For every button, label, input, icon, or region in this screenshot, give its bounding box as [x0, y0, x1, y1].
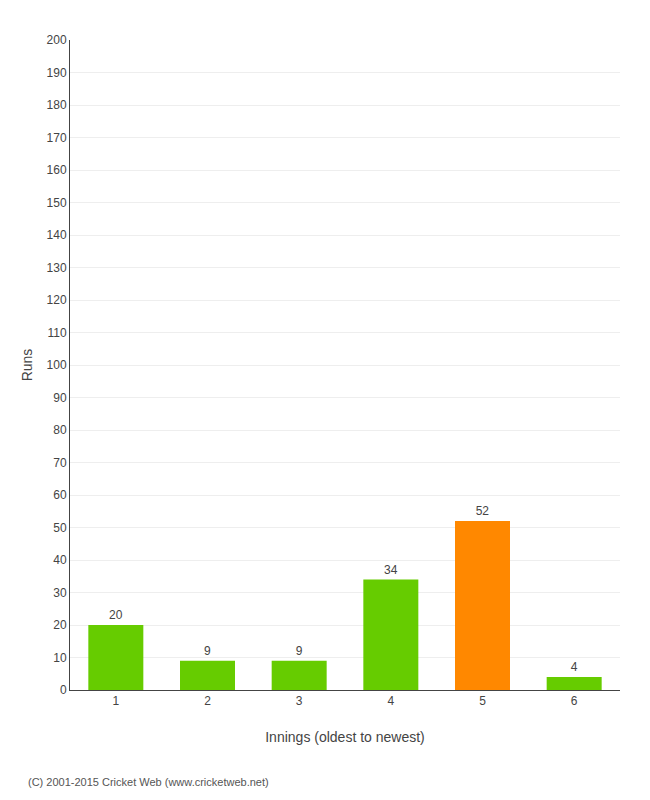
svg-text:Innings (oldest to newest): Innings (oldest to newest)	[265, 729, 425, 745]
svg-text:1: 1	[112, 694, 119, 708]
svg-text:70: 70	[53, 456, 67, 470]
svg-text:60: 60	[53, 488, 67, 502]
svg-text:20: 20	[53, 618, 67, 632]
svg-text:120: 120	[47, 293, 67, 307]
svg-text:80: 80	[53, 423, 67, 437]
svg-text:(C) 2001-2015 Cricket Web (www: (C) 2001-2015 Cricket Web (www.cricketwe…	[28, 776, 269, 788]
svg-text:170: 170	[47, 131, 67, 145]
svg-text:9: 9	[296, 644, 303, 658]
svg-text:2: 2	[204, 694, 211, 708]
svg-text:110: 110	[47, 326, 66, 340]
svg-text:9: 9	[204, 644, 211, 658]
svg-text:10: 10	[53, 651, 67, 665]
svg-text:20: 20	[109, 608, 123, 622]
svg-text:100: 100	[47, 358, 67, 372]
svg-text:4: 4	[387, 694, 394, 708]
svg-text:200: 200	[47, 33, 67, 47]
svg-text:180: 180	[47, 98, 67, 112]
svg-text:90: 90	[53, 391, 67, 405]
svg-text:190: 190	[47, 66, 67, 80]
svg-text:0: 0	[60, 683, 67, 697]
svg-text:Runs: Runs	[19, 349, 35, 382]
svg-text:3: 3	[296, 694, 303, 708]
svg-text:130: 130	[47, 261, 67, 275]
svg-text:150: 150	[47, 196, 67, 210]
svg-text:4: 4	[571, 660, 578, 674]
svg-text:6: 6	[571, 694, 578, 708]
svg-text:34: 34	[384, 563, 398, 577]
svg-text:50: 50	[53, 521, 67, 535]
svg-text:160: 160	[47, 163, 67, 177]
svg-text:140: 140	[47, 228, 67, 242]
svg-text:40: 40	[53, 553, 67, 567]
svg-text:30: 30	[53, 586, 67, 600]
svg-text:5: 5	[479, 694, 486, 708]
svg-text:52: 52	[476, 504, 490, 518]
